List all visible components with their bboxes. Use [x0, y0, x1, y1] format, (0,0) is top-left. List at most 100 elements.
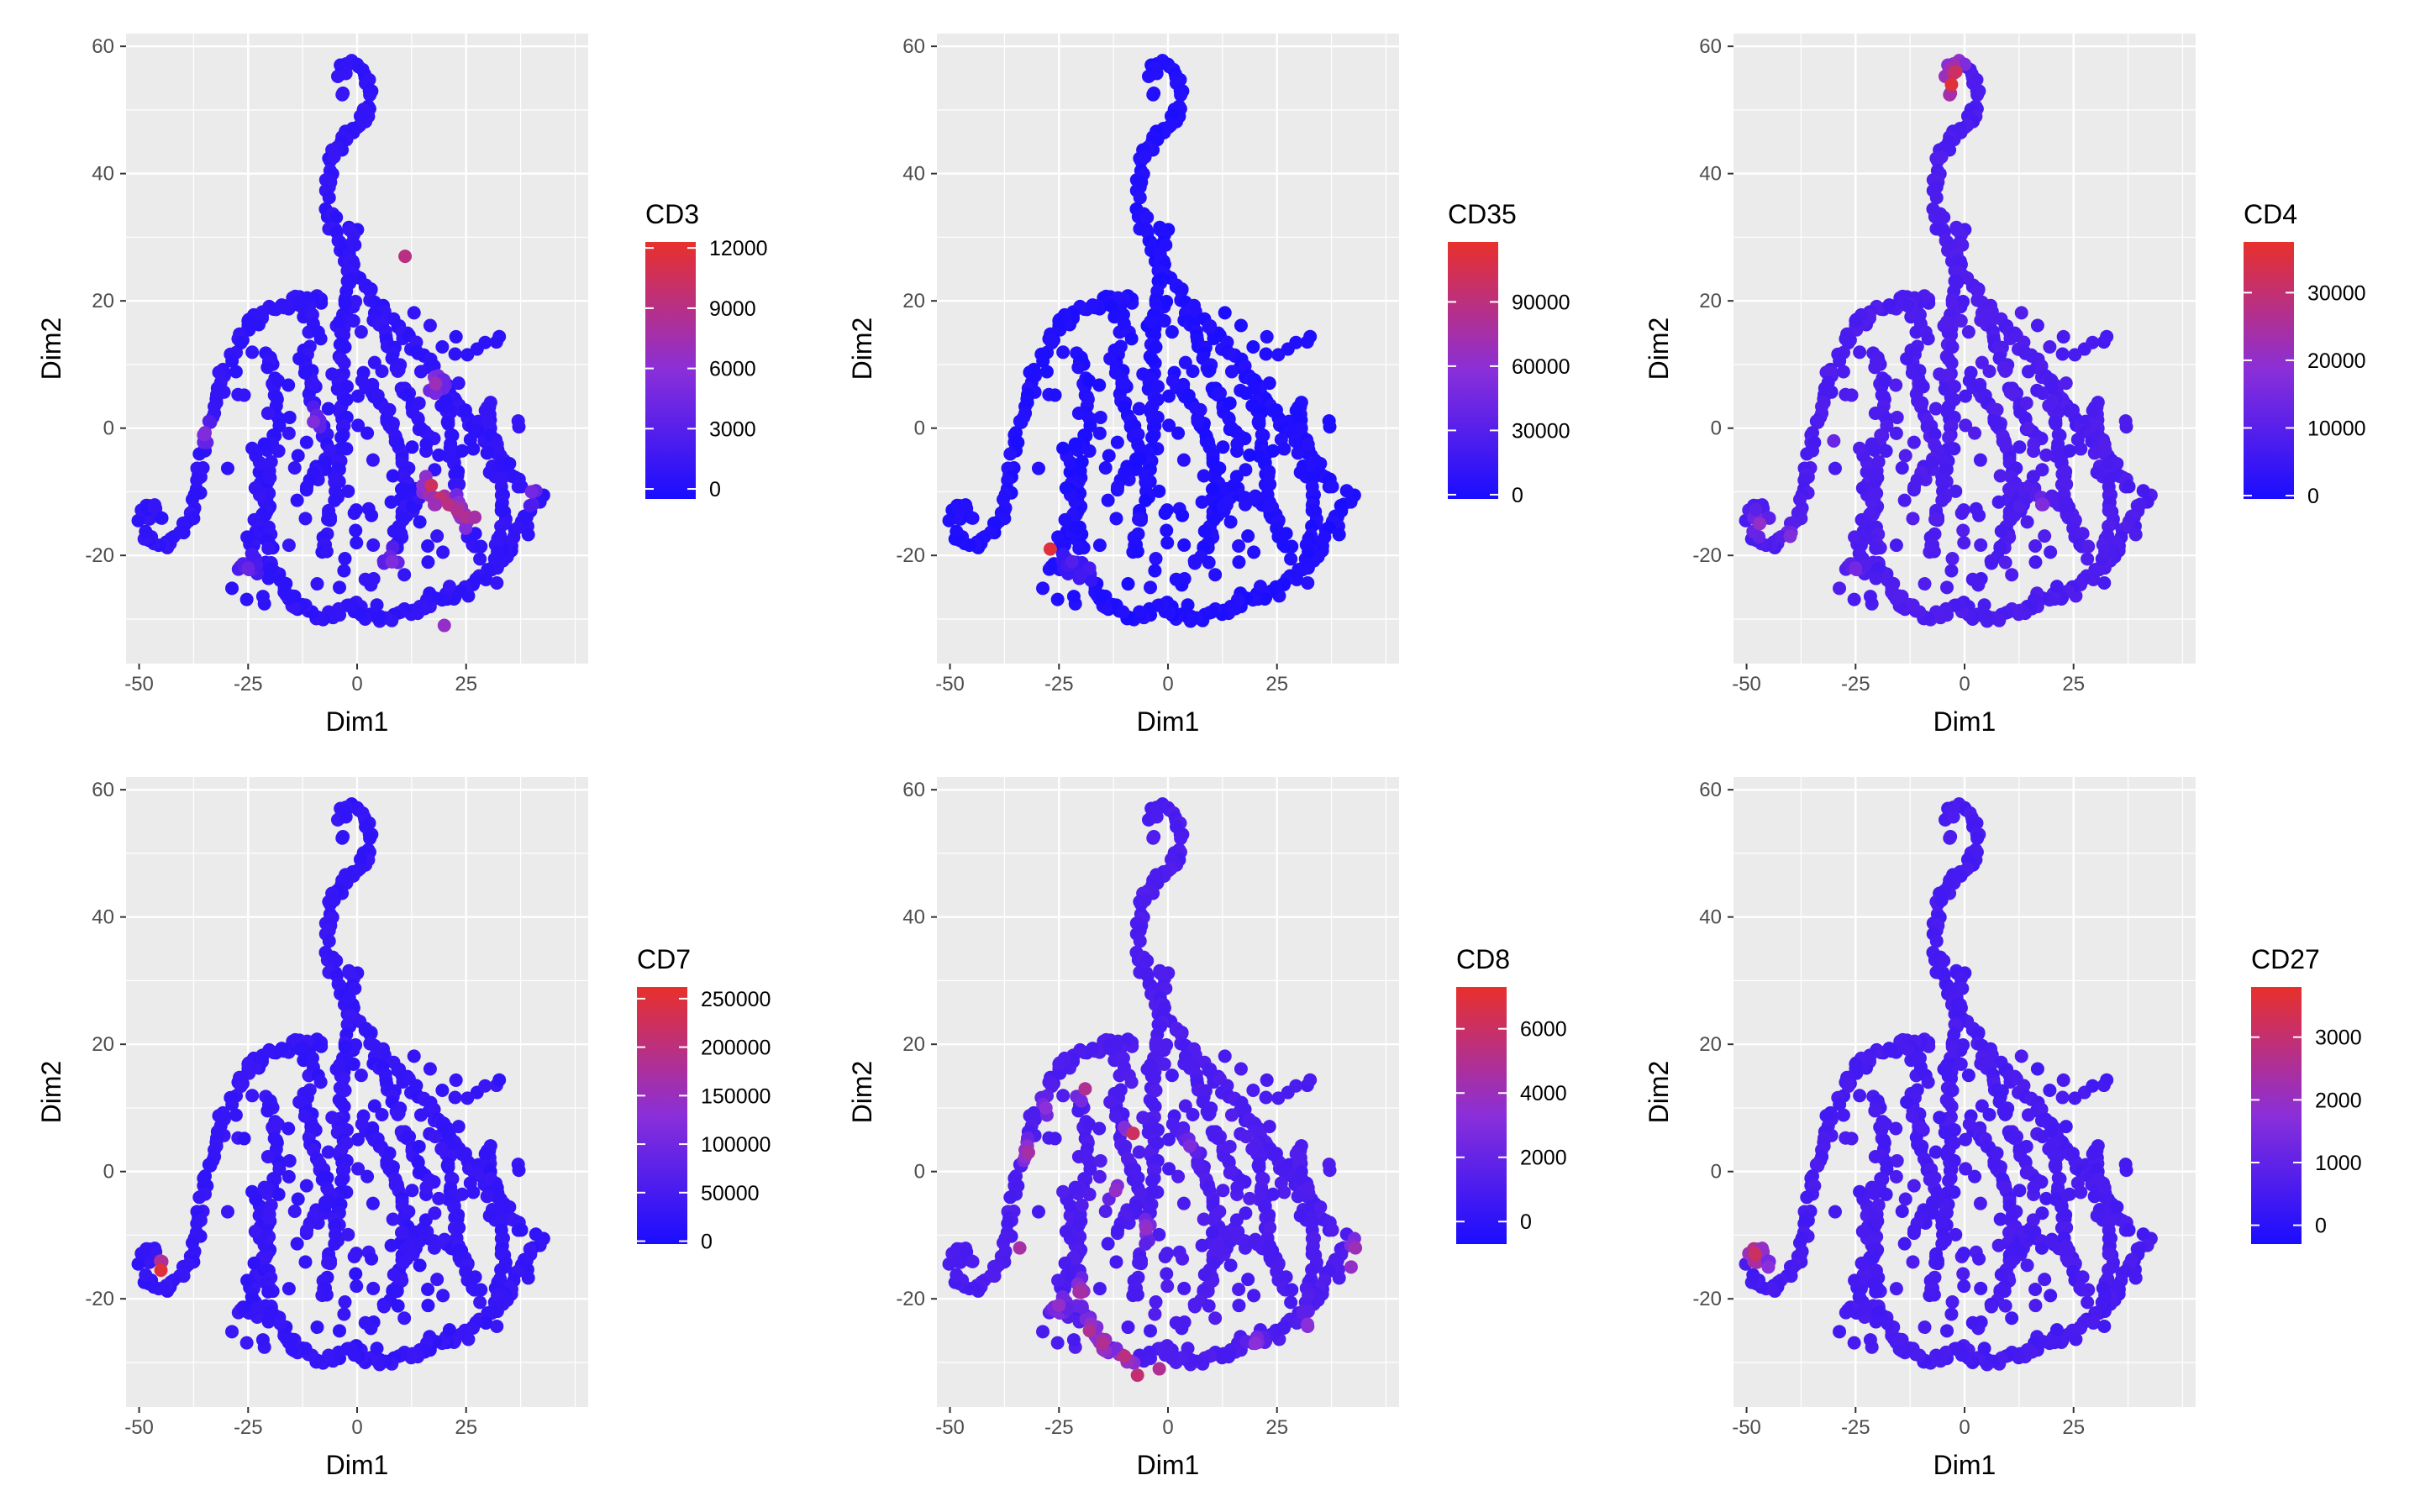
data-point	[391, 436, 405, 450]
data-point	[2136, 1227, 2150, 1242]
data-point	[2062, 444, 2076, 458]
data-point	[1224, 1164, 1239, 1179]
data-point	[1853, 547, 1867, 561]
data-point	[1146, 87, 1160, 102]
data-point	[1961, 325, 1975, 339]
data-point	[1152, 484, 1166, 498]
data-point	[1277, 1185, 1292, 1200]
y-tick-label: 60	[92, 779, 114, 801]
data-point	[257, 1180, 271, 1194]
data-point	[2027, 437, 2041, 451]
data-point	[1998, 555, 2012, 570]
data-point	[428, 1130, 442, 1144]
data-point	[1130, 1288, 1144, 1302]
data-point	[220, 1205, 234, 1219]
data-point	[1103, 351, 1118, 365]
data-point	[1284, 552, 1298, 566]
data-point	[1889, 426, 1903, 440]
data-point-hotspot	[1065, 554, 1079, 569]
data-point	[1130, 544, 1144, 559]
legend-tick-label: 12000	[709, 237, 768, 260]
data-point	[512, 420, 526, 434]
data-point	[1081, 374, 1096, 388]
data-point	[1188, 1047, 1202, 1062]
data-point	[1962, 374, 1976, 388]
data-point	[2086, 572, 2101, 586]
data-point	[1223, 396, 1237, 410]
data-point	[2100, 329, 2114, 344]
y-tick-label: 0	[1711, 417, 1722, 440]
data-point	[1132, 1145, 1146, 1159]
data-point	[239, 592, 254, 606]
data-point	[338, 297, 352, 311]
data-point	[240, 530, 255, 544]
data-point	[1238, 497, 1252, 512]
data-point	[1171, 426, 1186, 440]
data-point	[1262, 1208, 1276, 1222]
data-point	[2065, 403, 2080, 417]
data-point	[494, 1247, 508, 1261]
y-tick-label: 20	[902, 1033, 925, 1056]
data-point	[1133, 191, 1147, 205]
data-point	[1152, 1227, 1166, 1242]
data-point	[421, 539, 435, 554]
data-point	[1302, 1288, 1316, 1302]
data-point	[1905, 365, 1919, 380]
data-point	[1253, 580, 1267, 594]
data-point	[1279, 527, 1293, 541]
data-point	[1202, 1179, 1216, 1194]
data-point	[1150, 1123, 1165, 1137]
data-point	[384, 495, 398, 509]
data-point	[2102, 503, 2116, 517]
data-point	[965, 1254, 980, 1268]
data-point	[261, 1315, 276, 1329]
data-point-hotspot	[307, 415, 321, 429]
data-point	[1092, 1169, 1107, 1184]
data-points	[942, 797, 1363, 1383]
data-point	[1290, 572, 1304, 586]
data-point-hotspot	[1039, 1100, 1053, 1115]
data-point	[1833, 354, 1847, 368]
data-point	[451, 465, 466, 479]
data-point	[442, 580, 456, 594]
data-point	[1301, 438, 1315, 452]
data-point	[1289, 335, 1303, 349]
data-point	[1863, 590, 1877, 604]
data-point	[1871, 454, 1886, 469]
data-point	[1918, 577, 1932, 591]
data-point	[436, 545, 450, 559]
data-point	[1965, 572, 1980, 586]
data-point	[260, 1104, 275, 1118]
data-point	[1232, 555, 1246, 570]
data-point	[421, 1299, 435, 1313]
data-point	[363, 832, 377, 846]
data-point	[1985, 556, 1999, 570]
data-point	[155, 511, 169, 525]
data-point-hotspot	[1783, 529, 1797, 543]
data-point	[1247, 545, 1261, 559]
data-point	[1171, 1169, 1186, 1184]
data-point	[366, 453, 380, 467]
legend-tick-label: 30000	[1512, 419, 1570, 443]
data-point	[318, 1199, 333, 1213]
data-point	[339, 810, 353, 824]
data-point	[1284, 1295, 1298, 1310]
data-point	[1260, 329, 1274, 344]
data-point	[271, 444, 286, 458]
data-point	[2059, 465, 2073, 479]
data-point	[2122, 1223, 2136, 1237]
data-point	[255, 590, 270, 604]
data-point	[333, 1324, 347, 1338]
data-point	[1959, 418, 1973, 433]
data-point	[434, 398, 449, 412]
data-point	[449, 1073, 463, 1087]
data-point	[1144, 314, 1158, 328]
data-point	[1958, 389, 1972, 403]
data-point	[452, 477, 466, 491]
data-point	[220, 461, 234, 475]
data-point	[1036, 1325, 1050, 1339]
data-point	[245, 1290, 260, 1305]
data-point	[300, 1223, 314, 1237]
